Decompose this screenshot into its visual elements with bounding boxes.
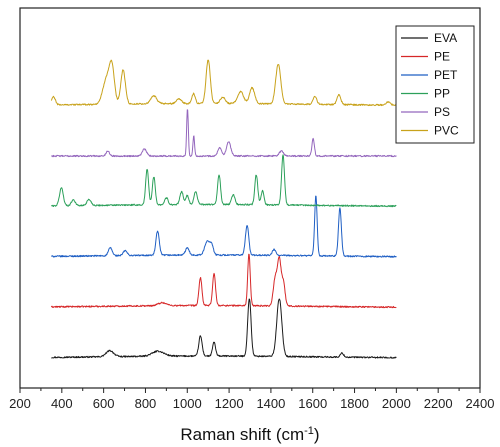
x-tick-label-400: 400: [51, 396, 73, 411]
series-group: [50, 59, 397, 359]
legend-box: [395, 25, 475, 144]
legend-label-pe: PE: [434, 50, 450, 64]
x-axis-title-sup: -1: [304, 425, 314, 437]
series-line-eva: [51, 298, 397, 359]
legend-label-pp: PP: [434, 87, 450, 101]
x-axis-title: Raman shift (cm-1): [180, 425, 319, 444]
x-axis-ticks: 200 400 600 800 1000 1200 1400 1600 1800 2000 2200…: [9, 388, 494, 411]
x-tick-label-1200: 1200: [215, 396, 244, 411]
series-line-ps: [51, 109, 397, 158]
x-axis-title-main: Raman shift (cm: [180, 425, 304, 444]
legend-label-ps: PS: [434, 105, 450, 119]
series-line-pe: [50, 253, 397, 309]
series-line-pvc: [50, 59, 397, 107]
series-line-pp: [51, 154, 397, 208]
x-tick-label-1800: 1800: [340, 396, 369, 411]
legend-label-pvc: PVC: [434, 124, 459, 138]
x-tick-label-600: 600: [93, 396, 115, 411]
x-tick-label-800: 800: [135, 396, 157, 411]
x-tick-label-200: 200: [9, 396, 31, 411]
x-tick-label-2400: 2400: [466, 396, 495, 411]
x-axis-title-close: ): [314, 425, 320, 444]
x-tick-label-1600: 1600: [298, 396, 327, 411]
x-tick-label-1000: 1000: [173, 396, 202, 411]
legend-label-eva: EVA: [434, 31, 457, 45]
x-tick-label-2200: 2200: [424, 396, 453, 411]
series-line-pet: [50, 195, 397, 258]
x-tick-label-2000: 2000: [382, 396, 411, 411]
legend: EVA PE PET PP PS PVC: [395, 25, 475, 144]
legend-label-pet: PET: [434, 68, 458, 82]
x-tick-label-1400: 1400: [256, 396, 285, 411]
